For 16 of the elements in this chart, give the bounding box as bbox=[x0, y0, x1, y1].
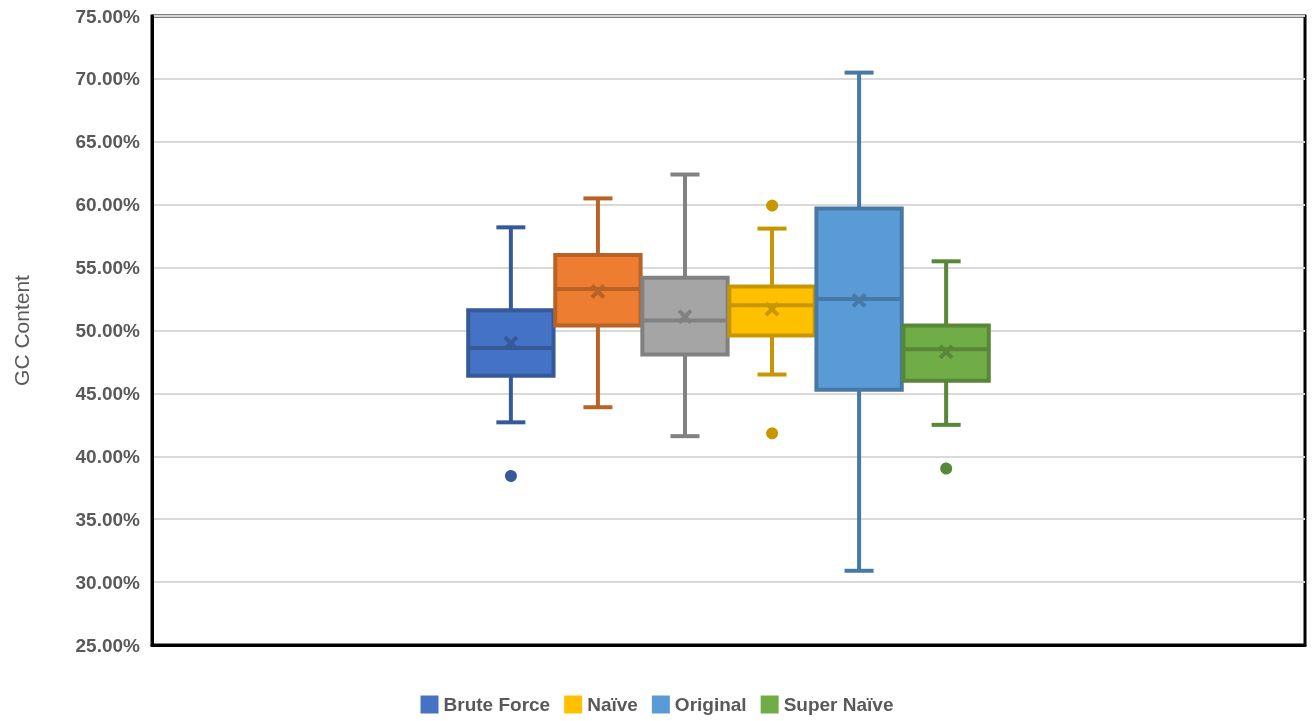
y-tick-label: 60.00% bbox=[75, 194, 141, 216]
y-tick-label: 35.00% bbox=[75, 508, 141, 530]
y-tick-label: 40.00% bbox=[75, 445, 141, 467]
legend-label: Super Naïve bbox=[783, 694, 894, 715]
y-tick-label: 25.00% bbox=[75, 634, 141, 656]
legend-label: Brute Force bbox=[443, 694, 551, 715]
y-tick-label: 65.00% bbox=[75, 131, 141, 153]
y-tick-label: 45.00% bbox=[75, 382, 141, 404]
y-tick-label: 30.00% bbox=[75, 571, 141, 593]
legend-label: Naïve bbox=[587, 694, 638, 715]
legend-label: Original bbox=[674, 694, 747, 715]
y-tick-label: 75.00% bbox=[75, 5, 141, 27]
y-tick-label: 70.00% bbox=[75, 68, 141, 90]
y-tick-label: 55.00% bbox=[75, 257, 141, 279]
y-tick-label: 50.00% bbox=[75, 320, 141, 341]
y-axis-title: GC Content bbox=[10, 274, 33, 386]
